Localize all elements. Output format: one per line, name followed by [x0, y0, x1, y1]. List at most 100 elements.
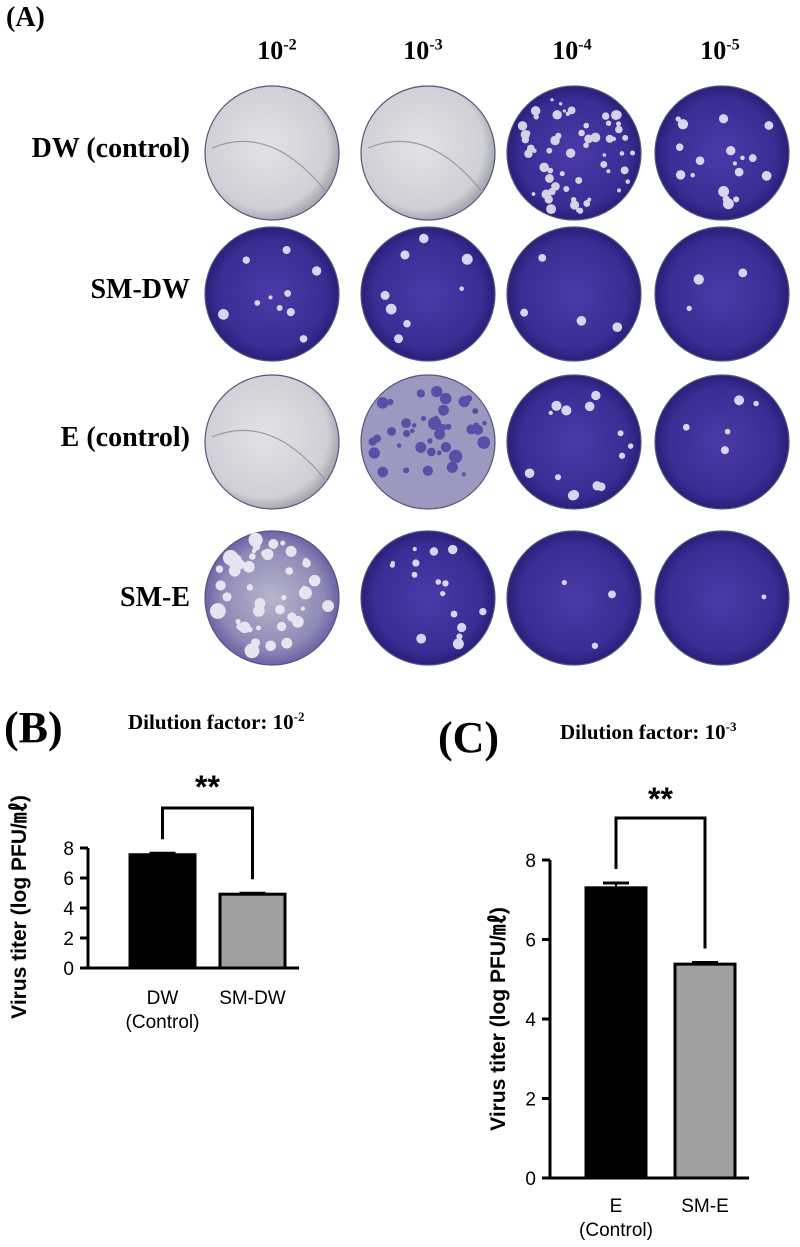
- y-tick-label: 4: [525, 1010, 536, 1031]
- plaque: [276, 621, 287, 632]
- plaque: [531, 192, 536, 196]
- stain-patch: [377, 466, 389, 478]
- plaque: [235, 559, 246, 570]
- plate: [654, 85, 790, 221]
- y-tick-label: 2: [63, 929, 74, 950]
- plate-rim-reflection: [211, 429, 328, 483]
- bar: [218, 892, 287, 970]
- bar: [128, 853, 197, 970]
- plaque: [435, 579, 442, 585]
- plate: [360, 85, 496, 221]
- plaque: [722, 198, 734, 210]
- plaque: [675, 143, 684, 151]
- y-tick-label: 8: [525, 851, 536, 872]
- plaque: [235, 618, 241, 625]
- stain-patch: [477, 436, 491, 449]
- stain-patch: [427, 447, 436, 457]
- plate: [654, 530, 790, 666]
- plaque: [550, 135, 560, 146]
- plaque: [412, 559, 420, 567]
- plaque: [275, 604, 285, 615]
- category-label: (Control): [579, 1220, 653, 1241]
- plaque: [457, 622, 467, 633]
- plaque: [617, 188, 621, 193]
- plaque: [285, 545, 297, 557]
- stain-patch: [411, 423, 417, 428]
- stain-patch: [403, 467, 410, 474]
- plaque: [400, 250, 410, 260]
- plaque: [583, 122, 590, 129]
- plaque: [733, 196, 740, 203]
- plaque: [600, 161, 608, 168]
- plaque: [524, 468, 535, 479]
- plaque: [583, 200, 591, 207]
- plaque: [583, 142, 589, 149]
- bar: [584, 886, 648, 1180]
- plaque: [618, 452, 626, 459]
- plaque: [575, 177, 583, 184]
- plaque: [551, 182, 560, 191]
- plaque: [558, 102, 563, 106]
- category-label: SM-E: [681, 1196, 729, 1217]
- plaque: [403, 319, 411, 328]
- significance-stars: **: [195, 769, 220, 805]
- stain-patch: [376, 396, 389, 409]
- plaque: [311, 266, 322, 276]
- stain-patch: [438, 404, 449, 416]
- plaque: [300, 606, 306, 611]
- stain-patch: [465, 395, 473, 402]
- plaque: [561, 405, 572, 416]
- plaque: [452, 638, 464, 650]
- plaque: [590, 132, 601, 143]
- plaque: [299, 586, 312, 600]
- plaque: [565, 148, 576, 158]
- plaque: [287, 612, 297, 622]
- stain-patch: [446, 461, 458, 473]
- row-label-dw-control: DW (control): [31, 133, 190, 164]
- plaque: [456, 633, 463, 640]
- chart-c: 0 2 4 6 8 Virus titer (log PFU/㎖) E (Control) SM…: [487, 781, 749, 1241]
- category-label: SM-DW: [219, 988, 286, 1009]
- y-tick-label: 2: [525, 1090, 536, 1111]
- plaque: [530, 106, 541, 116]
- plaque: [550, 98, 554, 102]
- plaque: [322, 600, 335, 612]
- plaque: [615, 125, 623, 134]
- plaque: [546, 147, 553, 154]
- plaque: [591, 642, 599, 649]
- plaque: [578, 129, 585, 137]
- plate: [654, 374, 790, 510]
- plaque: [576, 316, 587, 326]
- panel-b-label: (B): [4, 703, 63, 752]
- significance-bracket: [614, 816, 707, 949]
- plaque: [459, 286, 464, 291]
- category-label: DW: [147, 988, 179, 1009]
- plaque: [524, 149, 533, 158]
- plaque: [602, 153, 607, 157]
- plaque: [738, 268, 748, 278]
- stain-patch: [368, 447, 380, 459]
- plaque: [622, 134, 629, 141]
- plaque: [575, 207, 581, 213]
- plaque: [761, 594, 767, 600]
- plaque: [718, 185, 730, 197]
- plaque: [753, 400, 759, 407]
- plaque: [238, 621, 251, 634]
- stain-patch: [401, 418, 412, 429]
- plaque: [611, 136, 617, 142]
- plaque: [726, 146, 736, 156]
- plaque: [249, 553, 256, 560]
- plaque: [243, 561, 255, 573]
- plate-rim-reflection: [211, 140, 328, 194]
- plaque: [479, 607, 487, 616]
- row-label-e-control: E (control): [60, 422, 190, 453]
- plaque: [732, 161, 737, 166]
- plaque: [254, 598, 266, 609]
- stain-patch: [387, 398, 394, 406]
- plaque: [617, 430, 624, 437]
- plaque: [262, 548, 274, 561]
- plaque: [764, 121, 774, 130]
- plaque: [720, 446, 729, 455]
- plaque: [251, 548, 257, 554]
